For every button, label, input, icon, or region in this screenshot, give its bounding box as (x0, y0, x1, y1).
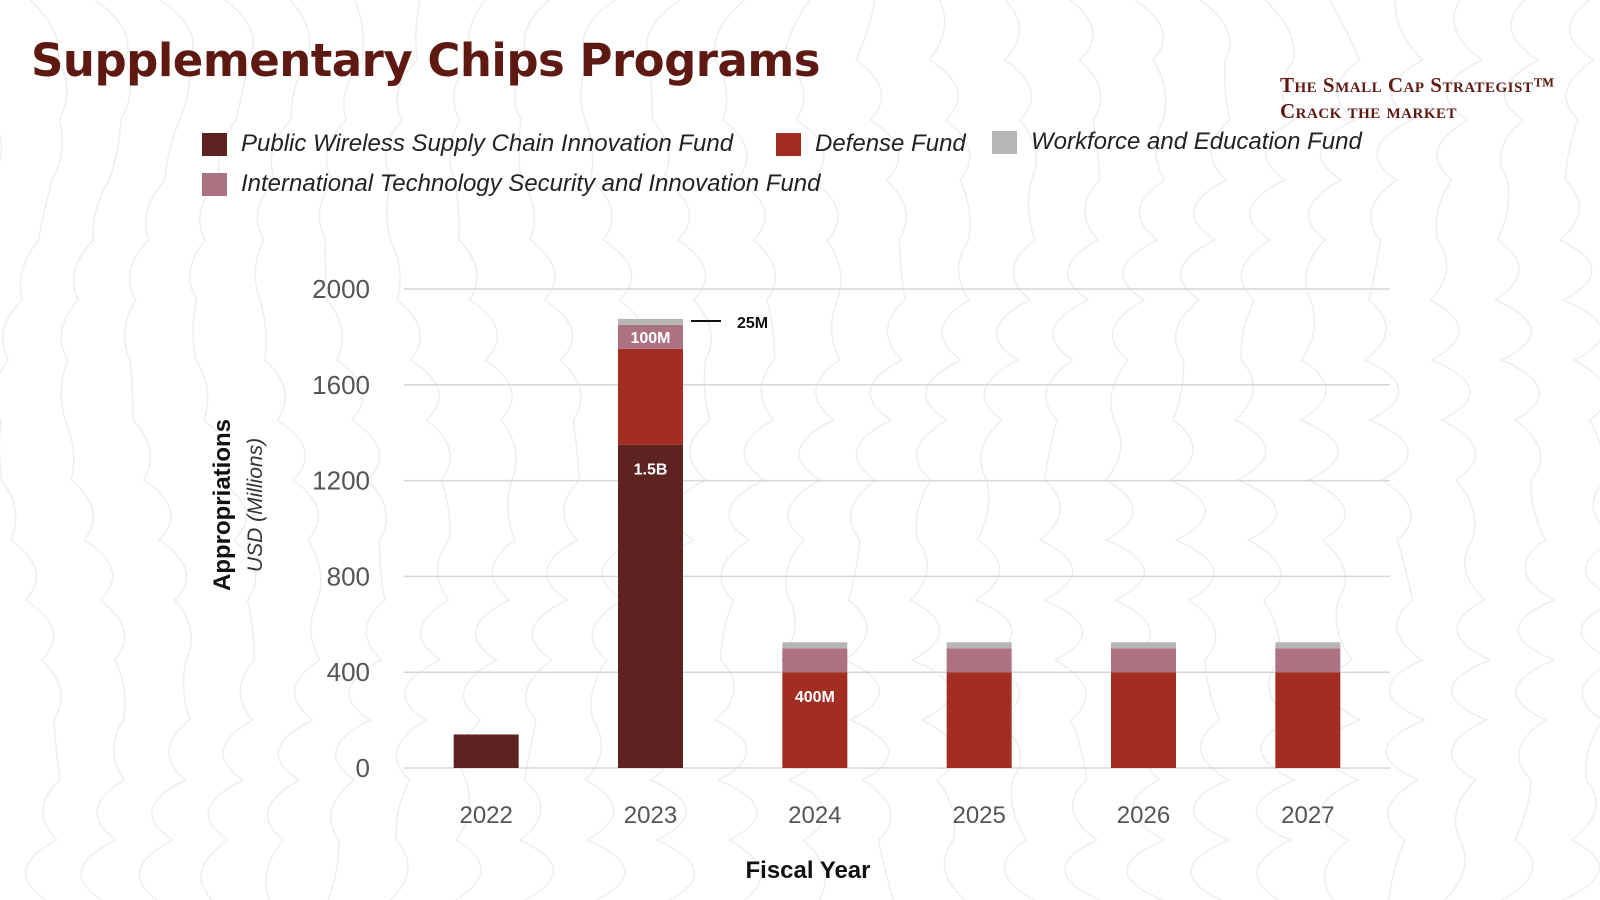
page-title: Supplementary Chips Programs (31, 34, 821, 87)
legend-label: International Technology Security and In… (241, 170, 821, 197)
brand-tagline: Crack the market (1280, 99, 1458, 123)
x-tick-label: 2026 (1117, 802, 1170, 829)
data-label: 1.5B (634, 462, 668, 479)
legend-label: Public Wireless Supply Chain Innovation … (241, 130, 734, 157)
contour-line (1038, 0, 1102, 900)
data-label: 100M (630, 330, 670, 347)
y-tick-label: 400 (327, 657, 370, 687)
contour-line (514, 0, 582, 900)
y-axis-subtitle: USD (Millions) (244, 438, 267, 572)
contour-line (1234, 0, 1297, 900)
bar-segment (946, 672, 1012, 768)
bar-segment (946, 642, 1012, 649)
y-tick-label: 1600 (312, 370, 370, 400)
contour-line (385, 0, 451, 900)
legend-item-defense: Defense Fund (776, 130, 966, 158)
contour-line (1363, 0, 1427, 900)
bar-segment (453, 734, 519, 768)
contour-line (1429, 0, 1492, 900)
bar-segment (618, 318, 683, 325)
contour-line (843, 0, 907, 900)
y-tick-label: 1200 (312, 466, 370, 496)
bar-segment (618, 324, 683, 349)
legend-swatch (776, 132, 801, 156)
legend-item-wireless: Public Wireless Supply Chain Innovation … (202, 130, 733, 158)
x-tick-label: 2024 (788, 802, 841, 829)
contour-line (974, 0, 1037, 900)
legend-label: Workforce and Education Fund (1031, 128, 1362, 155)
contour-line (60, 0, 132, 900)
brand-logo: The Small Cap Strategist™ Crack the mark… (1280, 72, 1555, 124)
legend-label: Defense Fund (815, 130, 966, 157)
bar-segment (1275, 648, 1341, 673)
bar-segment (1275, 642, 1341, 649)
contour-line (318, 0, 387, 900)
contour-line (646, 0, 712, 900)
bar-segment (1111, 648, 1176, 673)
x-tick-label: 2022 (459, 802, 512, 829)
bar-segment (782, 642, 848, 649)
bar-segment (1111, 642, 1176, 649)
bar-segment (782, 648, 848, 673)
contour-line (713, 0, 777, 900)
brand-name: The Small Cap Strategist™ (1280, 73, 1555, 97)
contour-line (189, 0, 257, 900)
x-axis-title: Fiscal Year (746, 857, 871, 884)
x-tick-label: 2023 (624, 802, 677, 829)
contour-line (1493, 0, 1556, 900)
legend-swatch (202, 132, 227, 156)
legend-swatch (992, 130, 1017, 154)
contour-line (123, 0, 194, 900)
y-tick-label: 800 (327, 561, 370, 591)
bar-segment (618, 348, 683, 445)
y-tick-label: 2000 (312, 274, 370, 304)
x-tick-label: 2027 (1281, 802, 1334, 829)
data-label: 400M (795, 689, 835, 706)
legend-item-workforce: Workforce and Education Fund (992, 128, 1362, 156)
bar-segment (946, 648, 1012, 673)
contour-line (1558, 0, 1600, 900)
bar-segment (1275, 672, 1341, 768)
legend-item-international: International Technology Security and In… (202, 170, 821, 198)
contour-line (254, 0, 322, 900)
bar-segment (782, 672, 848, 768)
bar-segment (1111, 672, 1176, 768)
contour-line (0, 132, 3, 164)
y-axis-title: Appropriations (209, 419, 236, 591)
y-tick-label: 0 (356, 753, 370, 783)
contour-line (0, 0, 68, 900)
data-label: 25M (737, 315, 768, 332)
contour-line (1168, 0, 1231, 900)
bar-segment (618, 444, 683, 768)
x-tick-label: 2025 (952, 802, 1005, 829)
legend-swatch (202, 172, 227, 196)
